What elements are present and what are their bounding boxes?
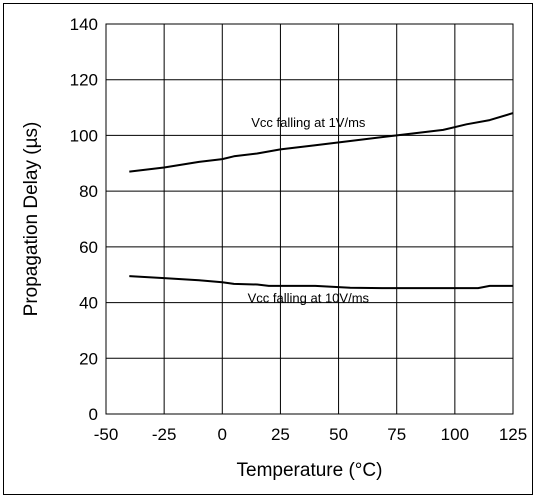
annotation-label: Vcc falling at 10V/ms	[248, 291, 370, 306]
y-tick-label: 140	[70, 15, 98, 34]
annotation-label: Vcc falling at 1V/ms	[251, 115, 366, 130]
x-axis-title: Temperature (°C)	[237, 460, 383, 481]
y-tick-label: 100	[70, 126, 98, 145]
x-tick-label: 75	[387, 425, 406, 444]
x-tick-label: 25	[271, 425, 290, 444]
plot-area	[105, 23, 514, 415]
x-tick-labels: -50 -25 0 25 50 75 100 125	[94, 425, 527, 444]
x-tick-label: 125	[499, 425, 527, 444]
series-line-1	[129, 112, 514, 173]
y-tick-label: 80	[79, 182, 98, 201]
x-tick-label: 0	[218, 425, 227, 444]
y-axis-title: Propagation Delay (µs)	[21, 122, 42, 317]
x-tick-label: 100	[441, 425, 469, 444]
y-tick-label: 120	[70, 71, 98, 90]
y-tick-label: 20	[79, 349, 98, 368]
x-tick-label: -50	[94, 425, 119, 444]
annotations: Vcc falling at 1V/ms Vcc falling at 10V/m…	[248, 115, 370, 306]
series-group	[129, 112, 514, 290]
y-tick-label: 60	[79, 238, 98, 257]
x-tick-label: -25	[152, 425, 177, 444]
x-tick-label: 50	[329, 425, 348, 444]
series-line-2	[129, 275, 513, 290]
y-tick-label: 0	[89, 405, 98, 424]
y-tick-labels: 0 20 40 60 80 100 120 140	[70, 15, 98, 424]
grid	[106, 24, 513, 414]
y-tick-label: 40	[79, 294, 98, 313]
